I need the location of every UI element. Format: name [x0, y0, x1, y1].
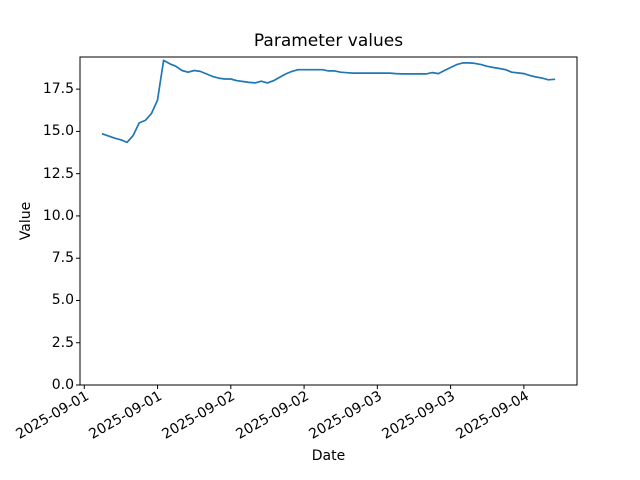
y-tick-label: 10.0 [42, 207, 74, 224]
y-tick-label: 5.0 [51, 292, 74, 309]
axes-border [79, 56, 578, 386]
y-tick-label: 15.0 [42, 123, 74, 140]
chart-title: Parameter values [253, 31, 404, 51]
y-tick-label: 7.5 [51, 250, 74, 267]
y-tick-label: 2.5 [51, 334, 74, 351]
y-tick-label: 0.0 [51, 377, 74, 393]
y-tick-label: 12.5 [42, 165, 74, 182]
x-axis-label: Date [311, 448, 346, 464]
series-line [101, 59, 556, 144]
y-tick-label: 17.5 [42, 81, 74, 98]
